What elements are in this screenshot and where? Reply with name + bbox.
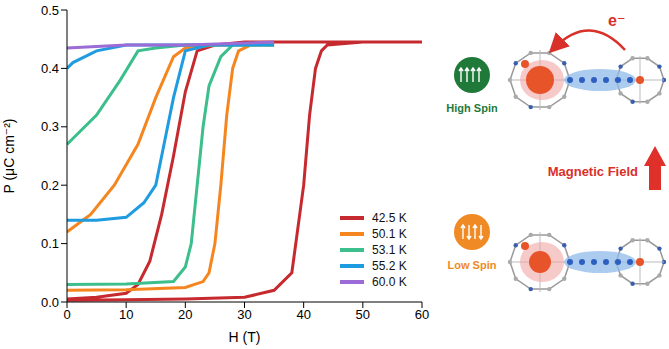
- svg-text:0.1: 0.1: [41, 236, 59, 251]
- html-text:42.5 K: 42.5 K: [372, 211, 407, 225]
- svg-text:e⁻: e⁻: [608, 12, 625, 29]
- html-text:50.1 K: 50.1 K: [372, 227, 407, 241]
- svg-text:0.2: 0.2: [41, 178, 59, 193]
- html-text:53.1 K: 53.1 K: [372, 243, 407, 257]
- svg-text:40: 40: [296, 307, 310, 322]
- svg-text:High Spin: High Spin: [446, 102, 498, 114]
- svg-text:0: 0: [63, 307, 70, 322]
- svg-text:0.0: 0.0: [41, 295, 59, 310]
- svg-text:Low Spin: Low Spin: [448, 259, 497, 271]
- svg-text:0.4: 0.4: [41, 61, 59, 76]
- svg-text:0.5: 0.5: [41, 3, 59, 18]
- svg-text:0.3: 0.3: [41, 119, 59, 134]
- svg-text:50: 50: [356, 307, 370, 322]
- svg-text:Magnetic Field: Magnetic Field: [548, 164, 638, 179]
- svg-text:30: 30: [237, 307, 251, 322]
- html-text:55.2 K: 55.2 K: [372, 259, 407, 273]
- html-text:60.0 K: 60.0 K: [372, 275, 407, 289]
- svg-text:H (T): H (T): [229, 329, 261, 345]
- svg-text:60: 60: [415, 307, 429, 322]
- svg-text:10: 10: [119, 307, 133, 322]
- svg-text:P (μC cm⁻²): P (μC cm⁻²): [1, 118, 17, 193]
- svg-text:20: 20: [178, 307, 192, 322]
